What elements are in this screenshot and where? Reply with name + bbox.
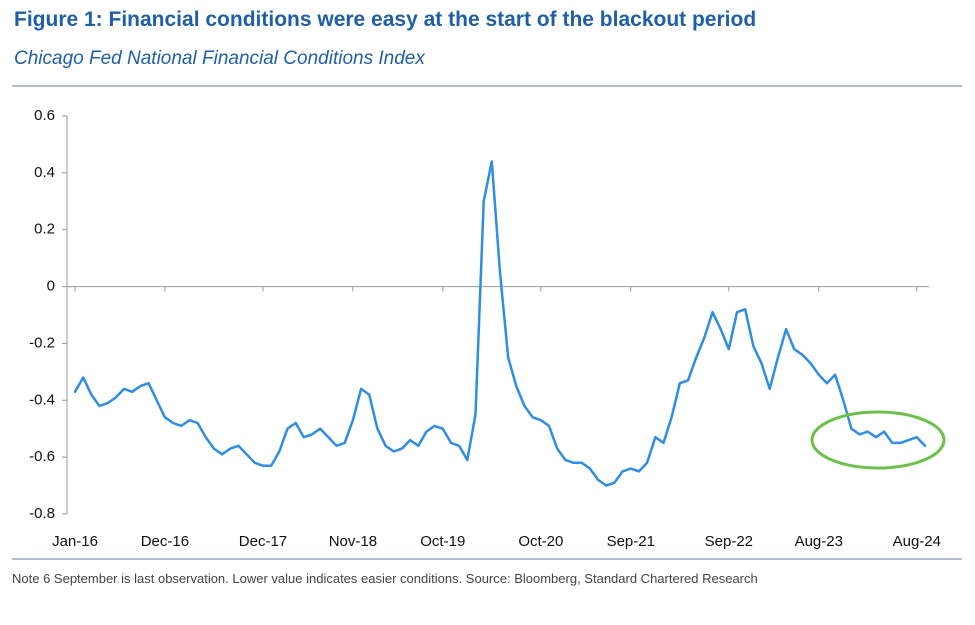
y-tick-label: 0.2: [34, 221, 55, 238]
data-line: [73, 160, 927, 487]
y-tick-label: 0.4: [34, 164, 55, 181]
x-tick-label: Oct-19: [420, 533, 465, 550]
x-tick-label: Nov-18: [329, 533, 377, 550]
y-tick-label: -0.2: [29, 334, 55, 351]
y-tick-label: 0.6: [34, 107, 55, 124]
chart-title: Figure 1: Financial conditions were easy…: [14, 8, 757, 31]
x-tick-label: Jan-16: [52, 533, 98, 550]
highlight-ellipse: [810, 410, 946, 470]
x-tick-label: Sep-22: [705, 533, 753, 550]
y-tick-label: -0.8: [29, 505, 55, 522]
x-tick-label: Aug-23: [795, 533, 843, 550]
y-tick-label: 0: [47, 278, 55, 295]
x-tick-label: Dec-16: [141, 533, 189, 550]
chart-note: Note 6 September is last observation. Lo…: [12, 571, 758, 586]
x-tick-label: Dec-17: [239, 533, 287, 550]
y-tick-label: -0.6: [29, 448, 55, 465]
x-tick-label: Oct-20: [518, 533, 563, 550]
x-tick-label: Sep-21: [607, 533, 655, 550]
x-tick-label: Aug-24: [893, 533, 941, 550]
y-tick-label: -0.4: [29, 391, 55, 408]
chart-subtitle: Chicago Fed National Financial Condition…: [14, 48, 425, 69]
